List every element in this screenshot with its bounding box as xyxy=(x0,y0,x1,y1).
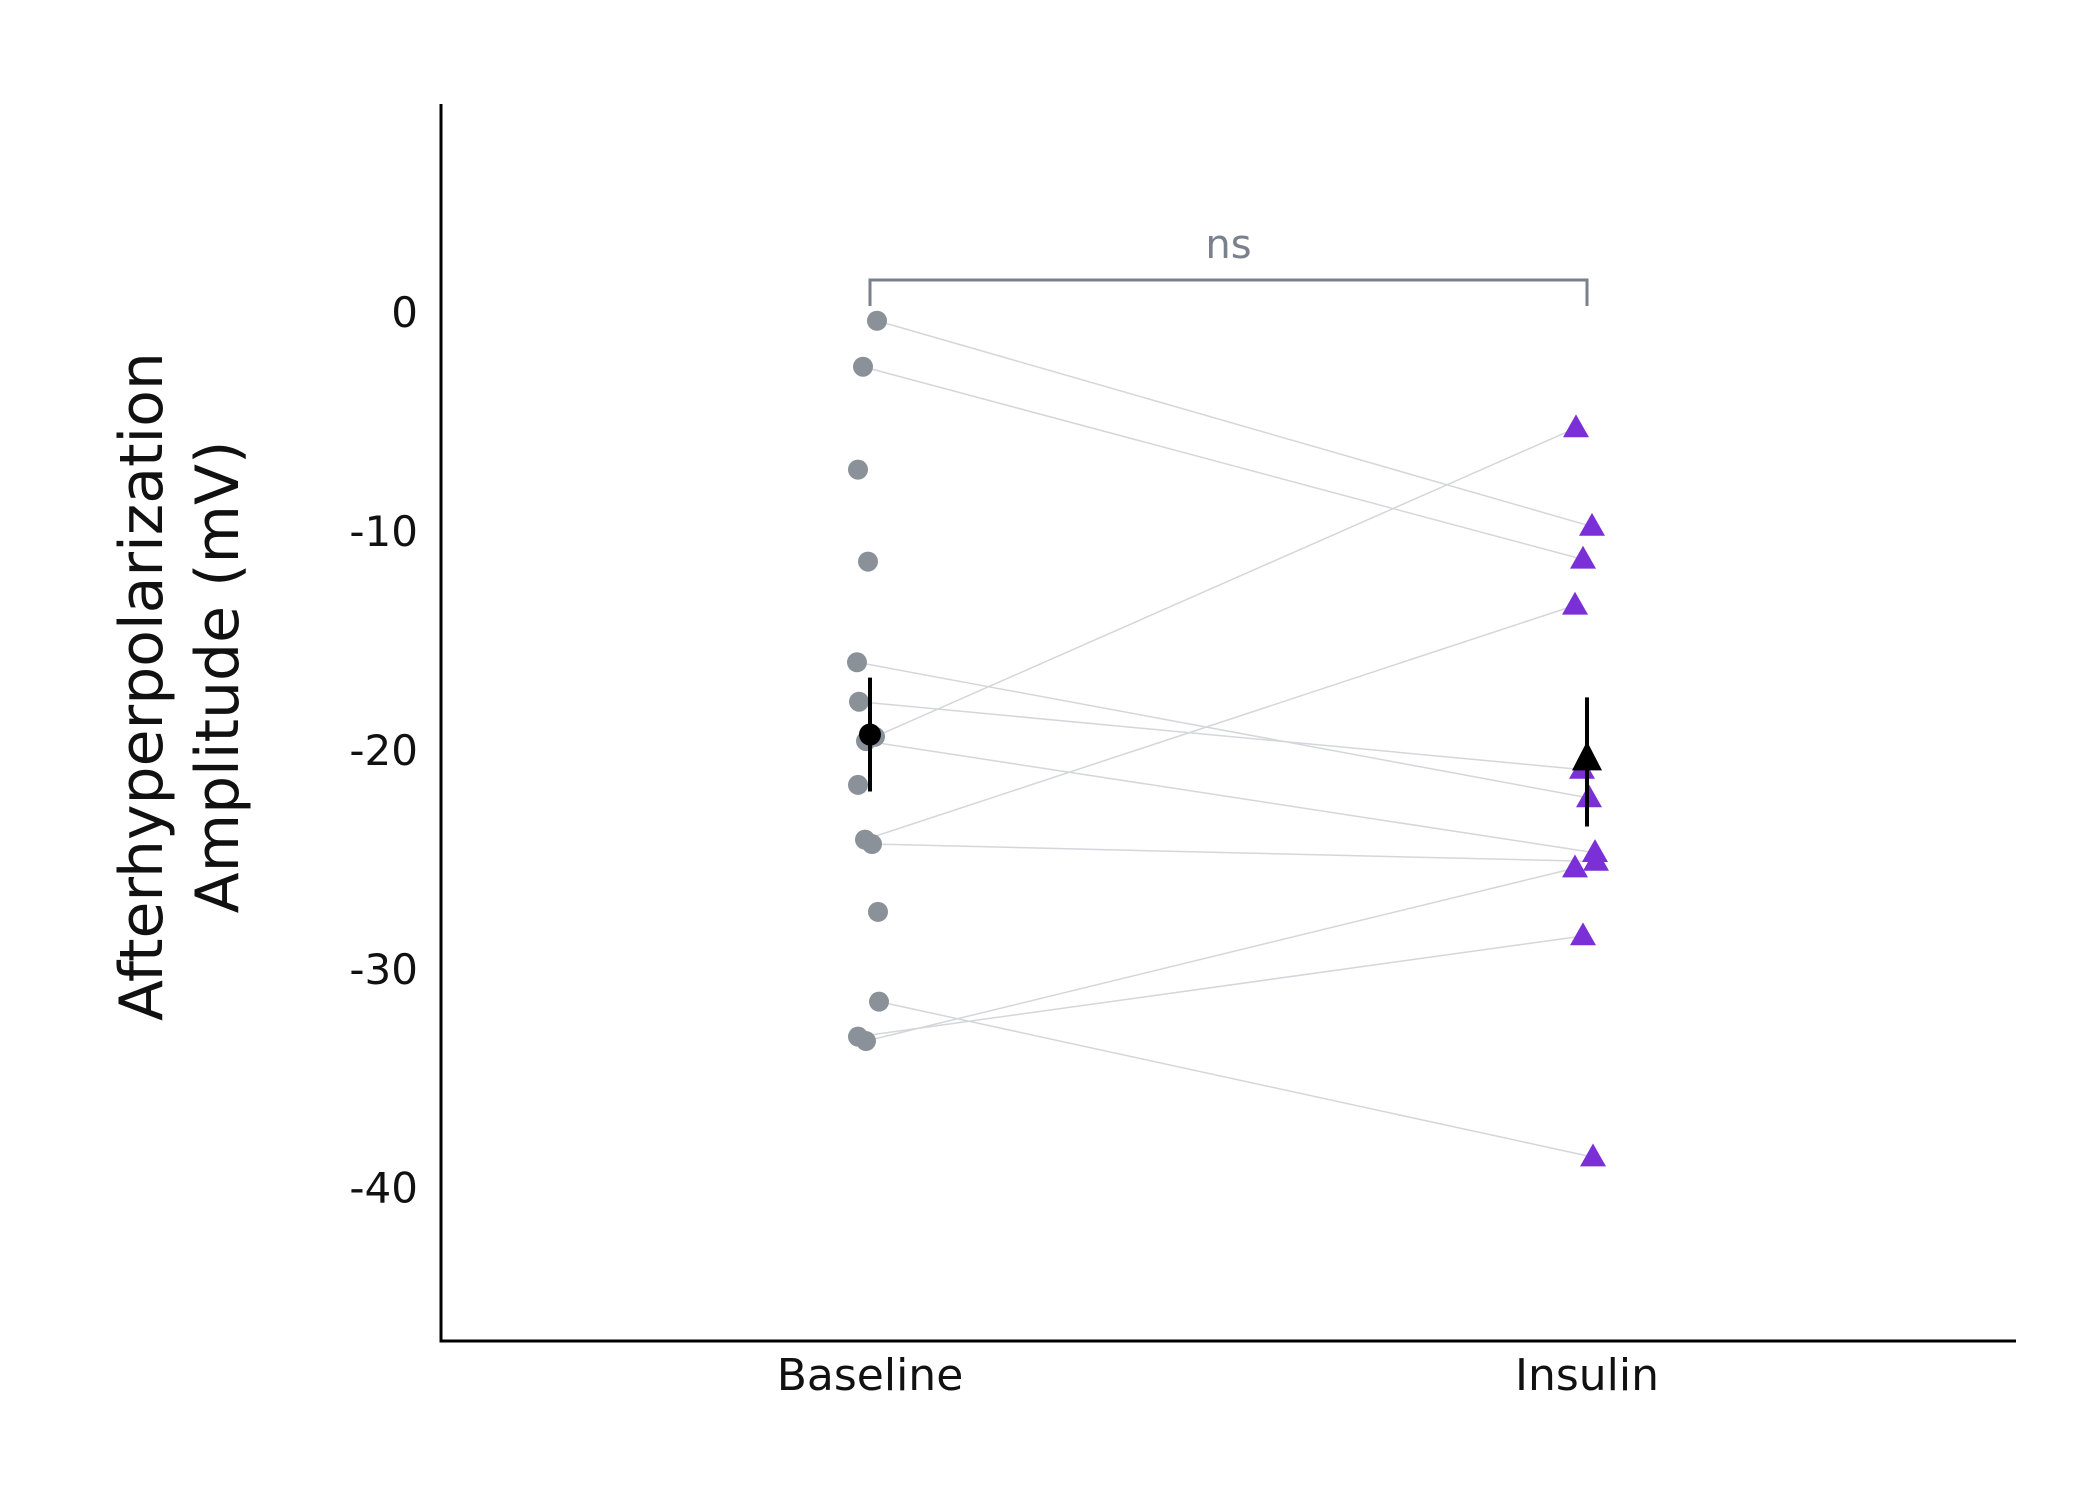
baseline-point xyxy=(858,551,878,572)
y-tick-label: 0 xyxy=(391,288,418,337)
insulin-point xyxy=(1570,922,1596,946)
insulin-point xyxy=(1583,847,1609,871)
paired-lines-group xyxy=(856,320,1597,1158)
data-points-group xyxy=(847,310,1609,1167)
insulin-point xyxy=(1579,512,1605,536)
y-axis-label-line-2: Amplitude (mV) xyxy=(183,441,253,914)
x-category-label: Insulin xyxy=(1515,1350,1659,1401)
baseline-point xyxy=(869,991,889,1012)
mean-point xyxy=(1572,741,1602,771)
insulin-point xyxy=(1570,545,1596,569)
baseline-point xyxy=(867,310,887,331)
baseline-point xyxy=(856,1031,876,1052)
baseline-point xyxy=(847,652,867,673)
pair-line xyxy=(878,1000,1594,1158)
baseline-point xyxy=(862,834,882,855)
insulin-point xyxy=(1562,854,1588,878)
significance-bracket xyxy=(868,278,1589,306)
pair-line xyxy=(858,700,1583,771)
pair-line xyxy=(876,320,1593,528)
pair-line xyxy=(857,935,1584,1038)
baseline-point xyxy=(849,691,869,712)
y-axis-label-line-1: Afterhyperpolarization xyxy=(107,352,177,1021)
baseline-point xyxy=(853,356,873,377)
x-category-labels-group: Baseline Insulin xyxy=(777,1350,1659,1401)
significance-label: ns xyxy=(1205,222,1251,268)
insulin-point xyxy=(1562,591,1588,615)
pair-line xyxy=(874,427,1577,738)
y-tick-label: -20 xyxy=(349,726,418,775)
baseline-point xyxy=(868,901,888,922)
axes-group xyxy=(439,104,2016,1343)
mean-point xyxy=(859,723,881,746)
significance-group: ns xyxy=(868,222,1589,306)
pair-line xyxy=(865,740,1596,854)
x-category-label: Baseline xyxy=(777,1350,964,1401)
baseline-point xyxy=(848,459,868,480)
y-tick-label: -10 xyxy=(349,507,418,556)
y-axis-label: Afterhyperpolarization Amplitude (mV) xyxy=(107,333,253,1021)
pair-line xyxy=(865,867,1576,1042)
pair-line xyxy=(856,661,1590,799)
summary-group xyxy=(859,677,1602,827)
pair-line xyxy=(862,366,1584,561)
insulin-point xyxy=(1580,1143,1606,1167)
y-tick-label: -40 xyxy=(349,1164,418,1213)
pair-line xyxy=(864,604,1576,841)
insulin-point xyxy=(1563,414,1589,438)
pair-line xyxy=(871,843,1597,863)
y-tick-labels-group: 0 -10 -20 -30 -40 xyxy=(349,288,418,1213)
y-tick-label: -30 xyxy=(349,945,418,994)
baseline-point xyxy=(848,774,868,795)
